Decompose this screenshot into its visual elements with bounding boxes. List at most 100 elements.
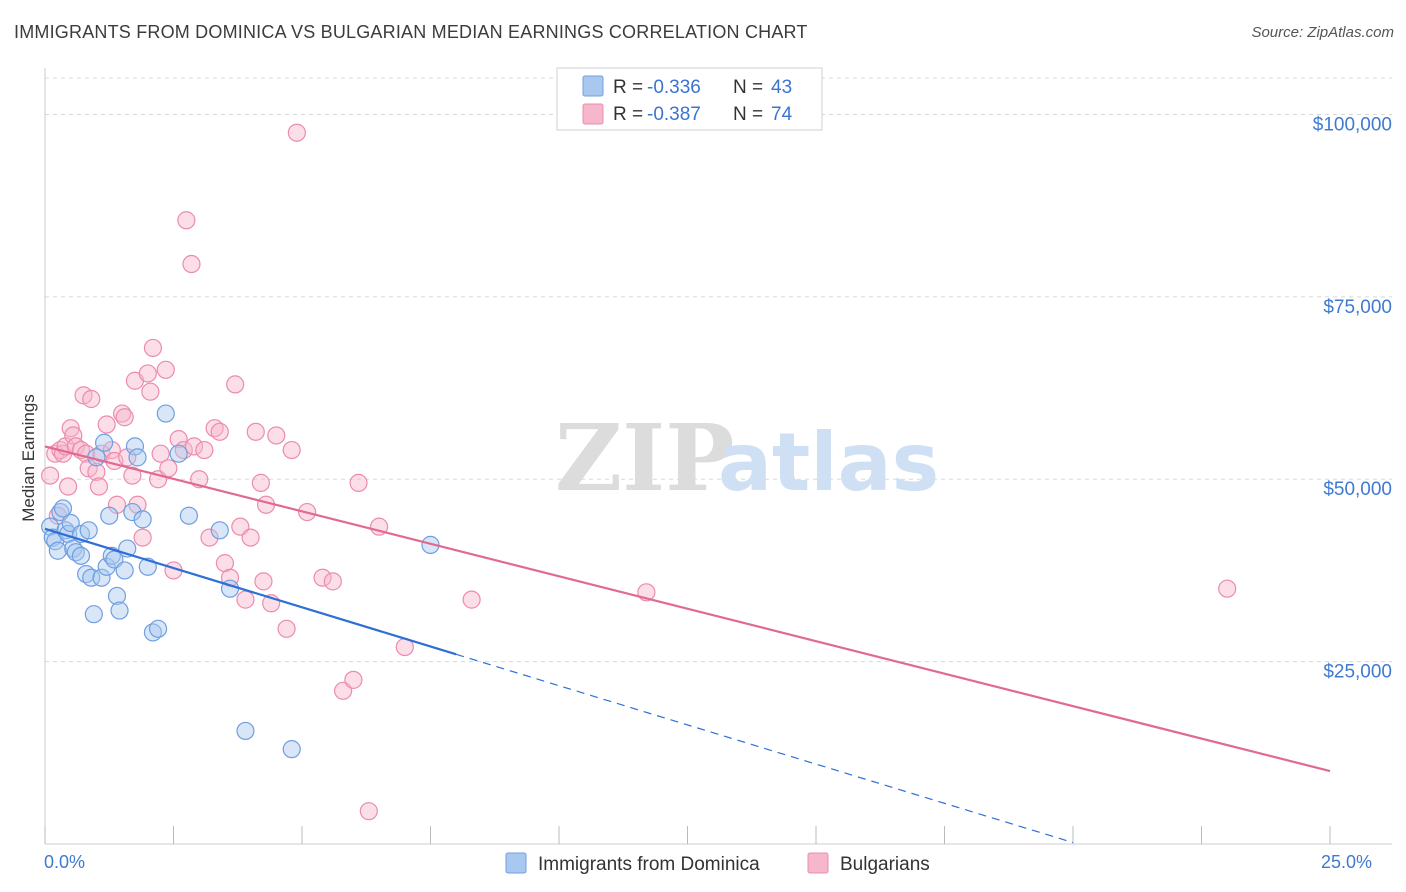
dominica-point bbox=[53, 499, 73, 518]
axes bbox=[44, 68, 1392, 845]
gridlines bbox=[45, 77, 1392, 663]
stats-swatch-pink bbox=[582, 103, 604, 125]
dominica-point bbox=[236, 721, 255, 741]
stats-r-value-blue: -0.336 bbox=[647, 77, 701, 98]
y-tick-label: $25,000 bbox=[1323, 662, 1392, 683]
bulgarians-point bbox=[344, 670, 363, 689]
bulgarians-point bbox=[115, 408, 134, 427]
bulgarians-point bbox=[64, 426, 83, 445]
dominica-point bbox=[71, 546, 91, 565]
bulgarians-point bbox=[251, 473, 270, 492]
bulgarians-point bbox=[359, 802, 378, 821]
stats-swatch-blue bbox=[582, 75, 604, 97]
stats-r-label-blue: R = bbox=[613, 77, 643, 98]
bulgarians-point bbox=[182, 254, 201, 274]
y-tick-label: $50,000 bbox=[1323, 479, 1392, 500]
dominica-point bbox=[79, 521, 98, 540]
bulgarians-point bbox=[313, 568, 332, 587]
dominica-point bbox=[95, 433, 114, 452]
dominica-point bbox=[84, 605, 103, 624]
dominica-point bbox=[179, 506, 199, 525]
bulgarians-point bbox=[267, 426, 286, 445]
bulgarians-point bbox=[143, 338, 163, 358]
stats-r-label-pink: R = bbox=[613, 104, 643, 125]
legend-label-dominica: Immigrants from Dominica bbox=[538, 854, 760, 875]
bulgarians-point bbox=[254, 572, 273, 591]
bulgarians-point bbox=[123, 466, 142, 485]
bulgarians-point bbox=[200, 528, 219, 547]
bulgarians-point bbox=[169, 430, 188, 449]
dominica-point bbox=[156, 404, 175, 423]
bulgarians-point bbox=[226, 375, 245, 394]
y-tick-labels: $25,000 $50,000 $75,000 $100,000 bbox=[1313, 114, 1392, 682]
y-axis-label: Median Earnings bbox=[19, 394, 38, 522]
bulgarians-points bbox=[41, 123, 1237, 821]
bulgarians-point bbox=[41, 466, 60, 485]
dominica-point bbox=[48, 541, 67, 560]
bulgarians-point bbox=[246, 422, 265, 441]
stats-n-value-pink: 74 bbox=[771, 104, 793, 125]
stats-legend: R = -0.336 N = 43 R = -0.387 N = 74 bbox=[556, 67, 823, 131]
watermark-atlas: atlas bbox=[718, 416, 939, 509]
y-tick-label: $75,000 bbox=[1323, 297, 1392, 318]
dominica-point bbox=[133, 510, 152, 529]
bulgarians-point bbox=[241, 528, 260, 547]
bulgarians-point bbox=[195, 440, 214, 460]
bulgarians-point bbox=[59, 477, 78, 496]
bulgarians-point bbox=[61, 419, 80, 438]
bulgarians-point bbox=[97, 415, 116, 434]
watermark: ZIP atlas bbox=[555, 404, 939, 512]
bulgarians-point bbox=[277, 619, 296, 638]
bulgarians-point bbox=[151, 444, 170, 463]
stats-r-value-pink: -0.387 bbox=[647, 104, 701, 125]
trend-lines bbox=[44, 445, 1331, 844]
x-tick-label-right: 25.0% bbox=[1321, 852, 1372, 872]
dominica-point bbox=[125, 437, 145, 456]
dominica-point bbox=[282, 740, 301, 759]
dominica-point bbox=[110, 601, 129, 620]
bulgarians-point bbox=[177, 211, 196, 230]
bulgarians-point bbox=[287, 123, 306, 142]
stats-n-value-blue: 43 bbox=[771, 77, 792, 98]
bulgarians-point bbox=[141, 382, 160, 401]
dominica-point bbox=[82, 568, 101, 587]
bulgarians-point bbox=[236, 590, 255, 609]
dominica-point bbox=[92, 568, 111, 587]
bulgarians-point bbox=[159, 459, 178, 478]
bulgarians-point bbox=[133, 528, 152, 547]
legend-label-bulgarians: Bulgarians bbox=[840, 854, 930, 875]
dominica-point bbox=[128, 448, 147, 467]
dominica-point bbox=[107, 586, 127, 606]
dominica-point bbox=[100, 506, 119, 525]
series-legend: Immigrants from Dominica Bulgarians bbox=[505, 852, 930, 875]
legend-swatch-dominica bbox=[505, 852, 527, 874]
dominica-trend-line bbox=[44, 527, 457, 656]
bulgarians-point bbox=[462, 590, 481, 609]
watermark-zip: ZIP bbox=[555, 404, 734, 512]
dominica-point bbox=[210, 521, 229, 540]
chart-title: IMMIGRANTS FROM DOMINICA VS BULGARIAN ME… bbox=[14, 22, 808, 42]
bulgarians-point bbox=[282, 440, 301, 460]
dominica-trend-extension bbox=[456, 653, 1074, 844]
bulgarians-point bbox=[102, 440, 121, 460]
bulgarians-point bbox=[323, 572, 342, 591]
stats-n-label-blue: N = bbox=[733, 77, 763, 98]
dominica-point bbox=[123, 502, 142, 522]
x-tick-label-left: 0.0% bbox=[44, 852, 85, 872]
bulgarians-point bbox=[138, 364, 157, 383]
bulgarians-point bbox=[82, 389, 101, 409]
bulgarians-trend-line bbox=[44, 445, 1331, 773]
dominica-point bbox=[115, 561, 134, 580]
bulgarians-point bbox=[184, 437, 204, 456]
bulgarians-point bbox=[349, 473, 368, 492]
dominica-point bbox=[148, 619, 168, 638]
stats-n-label-pink: N = bbox=[733, 104, 763, 125]
dominica-points bbox=[41, 404, 440, 759]
y-tick-label: $100,000 bbox=[1313, 114, 1392, 135]
bulgarians-point bbox=[210, 422, 229, 441]
dominica-point bbox=[169, 444, 188, 463]
source-label: Source: ZipAtlas.com bbox=[1251, 24, 1394, 41]
bulgarians-point bbox=[156, 360, 175, 379]
dominica-point bbox=[97, 557, 116, 576]
